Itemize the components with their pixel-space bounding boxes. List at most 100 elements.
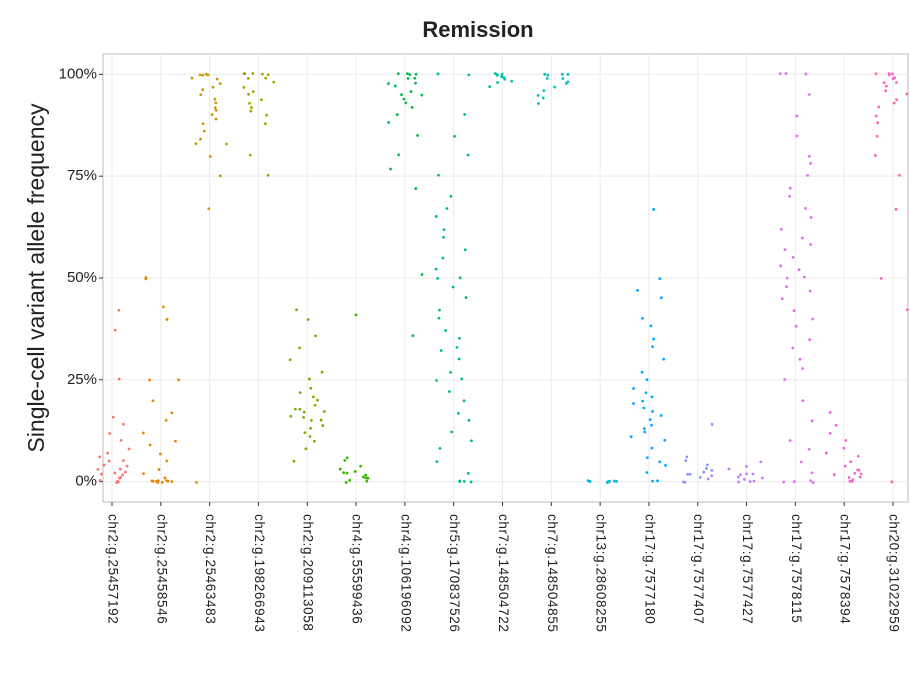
point (190, 76, 194, 80)
point (503, 77, 507, 81)
point (892, 101, 896, 105)
point (144, 276, 148, 279)
point (783, 248, 787, 251)
point (608, 479, 611, 483)
point (247, 92, 250, 96)
point (148, 443, 152, 447)
point (641, 399, 645, 403)
y-tick-label: 25% (67, 371, 97, 388)
point (843, 464, 847, 468)
point (127, 447, 131, 451)
point (804, 72, 808, 76)
point (894, 207, 898, 211)
point (420, 93, 424, 97)
point (791, 255, 795, 259)
point (545, 76, 549, 80)
point (207, 207, 211, 211)
point (537, 102, 540, 105)
point (859, 472, 863, 476)
point (435, 460, 439, 464)
point (414, 72, 418, 76)
point (451, 285, 455, 289)
point (807, 154, 811, 158)
x-tick-label: chr17:g.7578394 (838, 514, 853, 624)
point (157, 468, 161, 471)
point (705, 467, 708, 470)
point (684, 459, 688, 462)
x-tick-label: chr2:g.25457192 (105, 514, 120, 624)
point (292, 459, 296, 463)
point (320, 370, 324, 374)
point (122, 459, 125, 463)
x-tick-label: chr2:g.209113058 (301, 514, 316, 631)
point (214, 101, 218, 105)
point (295, 308, 298, 312)
point (642, 406, 646, 410)
point (437, 173, 440, 177)
point (387, 121, 391, 124)
point (111, 415, 115, 419)
point (463, 248, 467, 252)
point (834, 423, 838, 427)
point (795, 134, 799, 138)
point (243, 72, 247, 76)
point (652, 208, 656, 211)
point (413, 76, 417, 80)
point (445, 207, 449, 210)
point (542, 89, 546, 92)
point (807, 93, 811, 96)
point (588, 480, 591, 483)
point (798, 357, 802, 361)
point (874, 114, 878, 118)
point (411, 334, 415, 338)
point (844, 438, 848, 442)
point (848, 479, 852, 483)
point (201, 122, 205, 126)
point (778, 72, 782, 76)
point (387, 82, 390, 85)
point (117, 377, 121, 381)
point (656, 479, 659, 483)
point (289, 414, 293, 418)
point (348, 478, 352, 482)
point (560, 72, 564, 76)
point (119, 475, 123, 479)
point (736, 475, 740, 479)
point (163, 476, 167, 480)
point (441, 256, 445, 260)
x-tick-label: chr7:g.148504855 (545, 514, 560, 632)
point (309, 426, 312, 430)
point (536, 94, 540, 97)
point (420, 273, 424, 276)
point (170, 411, 174, 415)
y-tick-label: 75% (67, 167, 97, 184)
point (745, 472, 748, 476)
point (365, 479, 369, 483)
point (198, 73, 202, 77)
point (847, 476, 851, 479)
point (748, 480, 752, 483)
point (201, 88, 205, 92)
point (828, 411, 832, 414)
point (288, 358, 292, 362)
point (165, 459, 169, 463)
point (890, 480, 894, 484)
point (745, 464, 748, 468)
point (303, 431, 307, 435)
point (811, 317, 815, 321)
point (797, 268, 801, 272)
point (780, 297, 784, 301)
point (393, 84, 397, 88)
point (199, 137, 202, 141)
point (806, 174, 810, 177)
point (343, 458, 347, 462)
point (204, 72, 208, 76)
chart-title: Remission (422, 17, 533, 42)
point (218, 82, 222, 85)
point (319, 418, 323, 422)
point (312, 439, 316, 443)
point (397, 153, 401, 157)
point (306, 318, 310, 321)
point (792, 309, 796, 312)
point (466, 472, 470, 475)
